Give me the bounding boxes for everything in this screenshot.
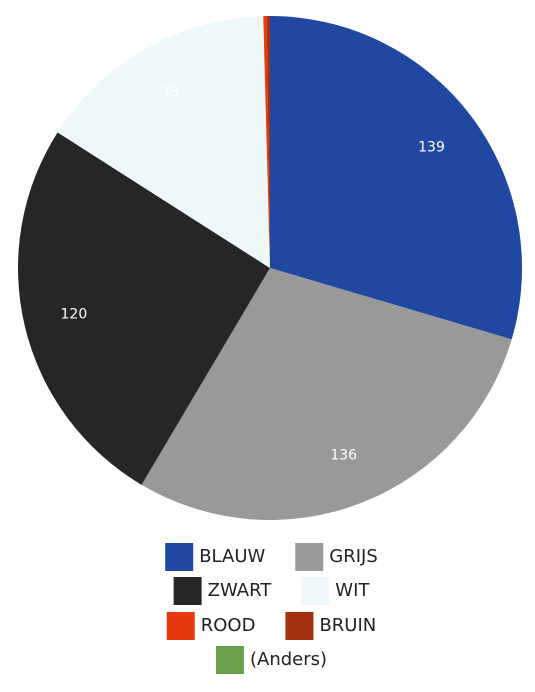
legend-label: BLAUW — [199, 546, 265, 567]
legend-label: GRIJS — [329, 546, 378, 567]
legend-label: BRUIN — [319, 615, 376, 636]
legend-swatch — [165, 543, 194, 571]
value-label: 136 — [330, 448, 357, 464]
pie-slice — [141, 268, 512, 520]
legend-label: ZWART — [208, 580, 273, 601]
value-label: 73 — [162, 85, 180, 101]
pie-slice — [270, 16, 522, 340]
legend-swatch — [166, 612, 195, 640]
legend-row: ROOD BRUIN — [166, 612, 376, 640]
legend-swatch — [295, 543, 324, 571]
legend-row: ZWART WIT — [173, 577, 370, 605]
legend-swatch — [173, 577, 202, 605]
pie-slice — [17, 132, 271, 485]
pie-slice — [57, 16, 270, 268]
legend-swatch — [301, 577, 330, 605]
legend-label: ROOD — [201, 615, 256, 636]
value-label: 120 — [61, 307, 88, 323]
pie-slice — [263, 16, 270, 268]
legend-row: (Anders) — [215, 646, 327, 674]
legend-swatch — [215, 646, 244, 674]
legend-label: WIT — [335, 580, 370, 601]
legend-row: BLAUW GRIJS — [165, 543, 378, 571]
value-label: 139 — [418, 139, 445, 155]
legend-swatch — [285, 612, 314, 640]
pie-slice — [266, 16, 270, 268]
legend-label: (Anders) — [250, 649, 327, 670]
